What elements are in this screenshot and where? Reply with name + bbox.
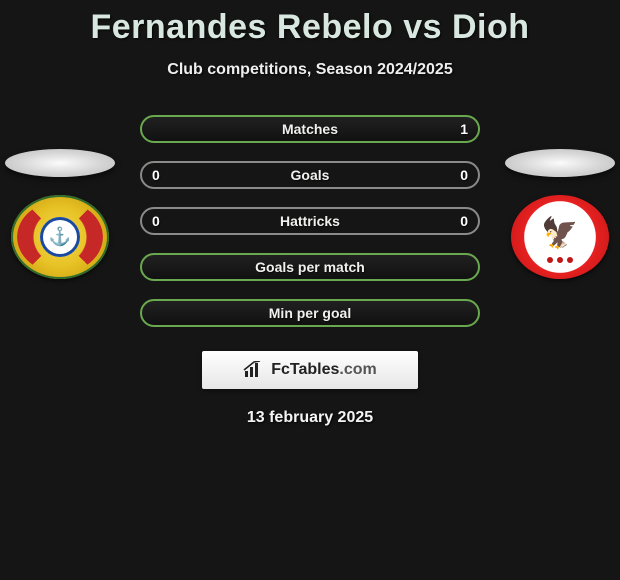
player-right-block: 🦅	[500, 149, 620, 279]
branding-text: FcTables.com	[271, 361, 377, 379]
eagle-icon: 🦅	[541, 219, 578, 249]
comparison-block: ⚓ 🦅 Matches 1 0 Goals 0 0 Hattricks 0 Go…	[0, 115, 620, 427]
branding-site: FcTables	[271, 361, 339, 378]
anchor-icon: ⚓	[49, 227, 71, 248]
stat-right-value: 0	[460, 213, 468, 229]
photo-placeholder-right	[505, 149, 615, 177]
stat-label: Goals	[291, 167, 330, 183]
stat-right-value: 1	[460, 121, 468, 137]
photo-placeholder-left	[5, 149, 115, 177]
stat-label: Hattricks	[280, 213, 340, 229]
stat-label: Goals per match	[255, 259, 365, 275]
branding-domain: .com	[339, 361, 376, 378]
stat-left-value: 0	[152, 167, 160, 183]
stat-row-goals: 0 Goals 0	[140, 161, 480, 189]
stat-rows: Matches 1 0 Goals 0 0 Hattricks 0 Goals …	[140, 115, 480, 327]
stat-row-min-per-goal: Min per goal	[140, 299, 480, 327]
club-badge-left: ⚓	[11, 195, 109, 279]
branding-box: FcTables.com	[202, 351, 418, 389]
badge-dots	[547, 257, 573, 263]
stat-row-hattricks: 0 Hattricks 0	[140, 207, 480, 235]
stat-label: Matches	[282, 121, 338, 137]
page-title: Fernandes Rebelo vs Dioh	[0, 0, 620, 47]
club-badge-right: 🦅	[511, 195, 609, 279]
bar-chart-icon	[243, 361, 265, 379]
page-subtitle: Club competitions, Season 2024/2025	[0, 61, 620, 79]
stat-label: Min per goal	[269, 305, 351, 321]
player-left-block: ⚓	[0, 149, 120, 279]
stat-right-value: 0	[460, 167, 468, 183]
date-label: 13 february 2025	[0, 409, 620, 427]
stat-left-value: 0	[152, 213, 160, 229]
stat-row-goals-per-match: Goals per match	[140, 253, 480, 281]
stat-row-matches: Matches 1	[140, 115, 480, 143]
